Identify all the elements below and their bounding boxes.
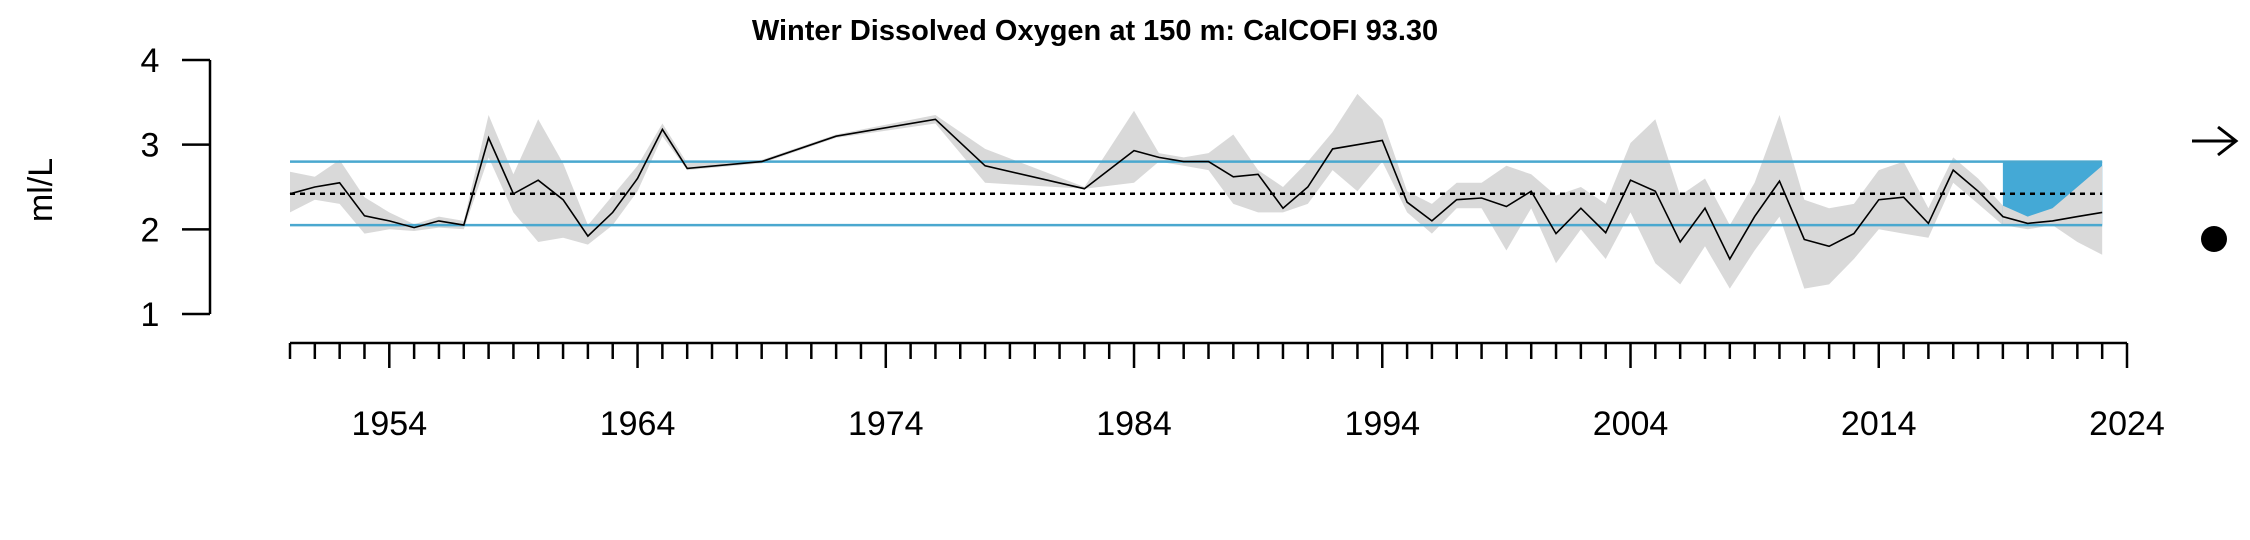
x-tick-label: 2004 xyxy=(1593,405,1669,443)
uncertainty-band-recent xyxy=(2002,165,2103,226)
x-tick-label: 2024 xyxy=(2089,405,2165,443)
indicators xyxy=(2192,125,2239,252)
y-tick-label: 4 xyxy=(141,42,160,80)
y-axis: 1 2 3 4 xyxy=(141,42,212,334)
y-axis-title: ml/L xyxy=(22,158,60,222)
arrow-head xyxy=(2217,125,2239,157)
plot-area xyxy=(289,93,2103,289)
chart-title: Winter Dissolved Oxygen at 150 m: CalCOF… xyxy=(752,15,1438,47)
x-tick-label: 1964 xyxy=(600,405,676,443)
y-tick-label: 1 xyxy=(141,296,160,334)
x-tick-label: 1984 xyxy=(1096,405,1172,443)
y-tick-label: 2 xyxy=(141,211,160,249)
filled-circle-icon xyxy=(2201,226,2227,252)
x-tick-label: 2014 xyxy=(1841,405,1917,443)
x-tick-label: 1974 xyxy=(848,405,924,443)
x-tick-label: 1954 xyxy=(351,405,427,443)
x-axis: 1954 1964 1974 1984 1994 2004 2014 2024 xyxy=(288,341,2165,443)
x-tick-label: 1994 xyxy=(1344,405,1420,443)
series-line xyxy=(289,118,2103,261)
y-tick-label: 3 xyxy=(141,127,160,165)
uncertainty-band xyxy=(290,93,2103,289)
